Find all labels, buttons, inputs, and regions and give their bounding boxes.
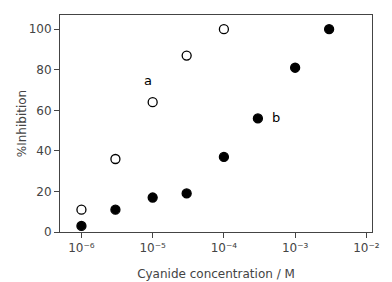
svg-text:Cyanide concentration / M: Cyanide concentration / M	[137, 267, 295, 281]
svg-text:80: 80	[36, 63, 51, 77]
svg-text:b: b	[272, 110, 280, 125]
svg-text:10⁻⁶: 10⁻⁶	[68, 241, 95, 255]
svg-text:%Inhibition: %Inhibition	[15, 90, 29, 157]
svg-text:10⁻²: 10⁻²	[353, 241, 380, 255]
svg-text:10⁻⁵: 10⁻⁵	[139, 241, 166, 255]
svg-text:100: 100	[29, 22, 52, 36]
svg-text:40: 40	[36, 144, 51, 158]
svg-text:10⁻³: 10⁻³	[282, 241, 309, 255]
svg-text:60: 60	[36, 104, 51, 118]
svg-text:20: 20	[36, 185, 51, 199]
svg-text:a: a	[144, 73, 152, 88]
svg-text:10⁻⁴: 10⁻⁴	[211, 241, 238, 255]
svg-text:0: 0	[44, 225, 52, 239]
